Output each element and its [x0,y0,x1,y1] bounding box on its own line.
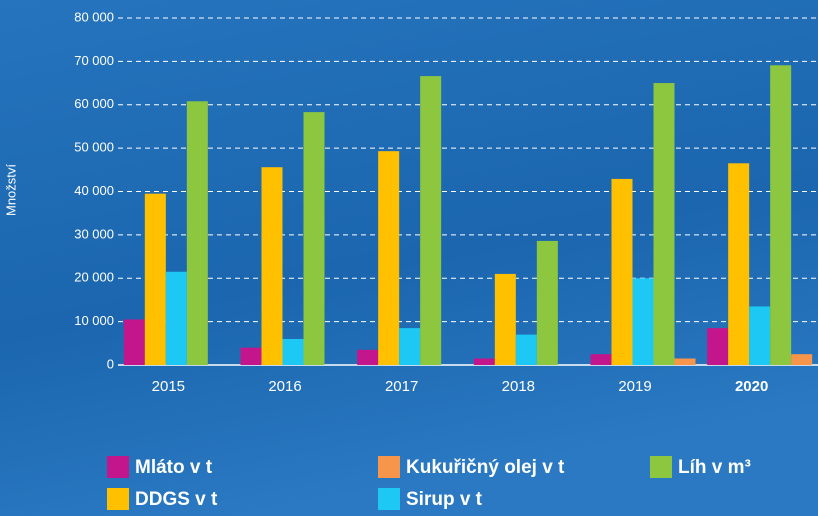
y-tick-label: 40 000 [74,183,114,198]
legend-label: Kukuřičný olej v t [406,457,565,478]
bar [749,306,771,365]
bar [240,347,262,365]
x-tick-label: 2019 [618,378,651,395]
y-axis-label: Množství [3,164,18,216]
bar [473,358,495,365]
bar [261,167,283,365]
x-tick-label: 2018 [502,378,535,395]
bar [399,328,421,365]
bar [303,112,325,365]
bar [515,334,537,365]
legend-label: Sirup v t [406,489,483,510]
bar [123,319,145,365]
bar [420,76,442,365]
x-tick-label: 2015 [152,378,185,395]
legend-swatch [107,488,129,510]
legend-label: DDGS v t [135,489,218,510]
bar [186,101,208,365]
y-tick-label: 50 000 [74,140,114,155]
bar [378,151,400,365]
y-tick-label: 10 000 [74,313,114,328]
x-tick-label: 2016 [268,378,301,395]
bar [728,163,750,365]
legend-swatch [378,456,400,478]
bar [653,83,675,365]
legend-swatch [650,456,672,478]
bar [536,240,558,365]
bar [791,354,813,365]
bar [144,193,166,365]
y-tick-label: 20 000 [74,270,114,285]
bar [165,271,187,365]
x-tick-label: 2017 [385,378,418,395]
bar [632,278,654,365]
y-tick-label: 60 000 [74,96,114,111]
legend-label: Líh v m³ [678,457,751,478]
legend-swatch [378,488,400,510]
y-tick-label: 80 000 [74,9,114,24]
bar [611,178,633,365]
bar [770,65,792,365]
y-tick-label: 30 000 [74,226,114,241]
bar [357,349,379,365]
bar [494,273,516,365]
y-tick-label: 70 000 [74,53,114,68]
y-tick-label: 0 [107,356,114,371]
bar [674,358,696,365]
x-tick-label: 2020 [735,378,768,395]
bar [707,328,729,365]
bar [282,338,304,365]
bar [590,354,612,365]
legend-swatch [107,456,129,478]
legend-label: Mláto v t [135,457,213,478]
